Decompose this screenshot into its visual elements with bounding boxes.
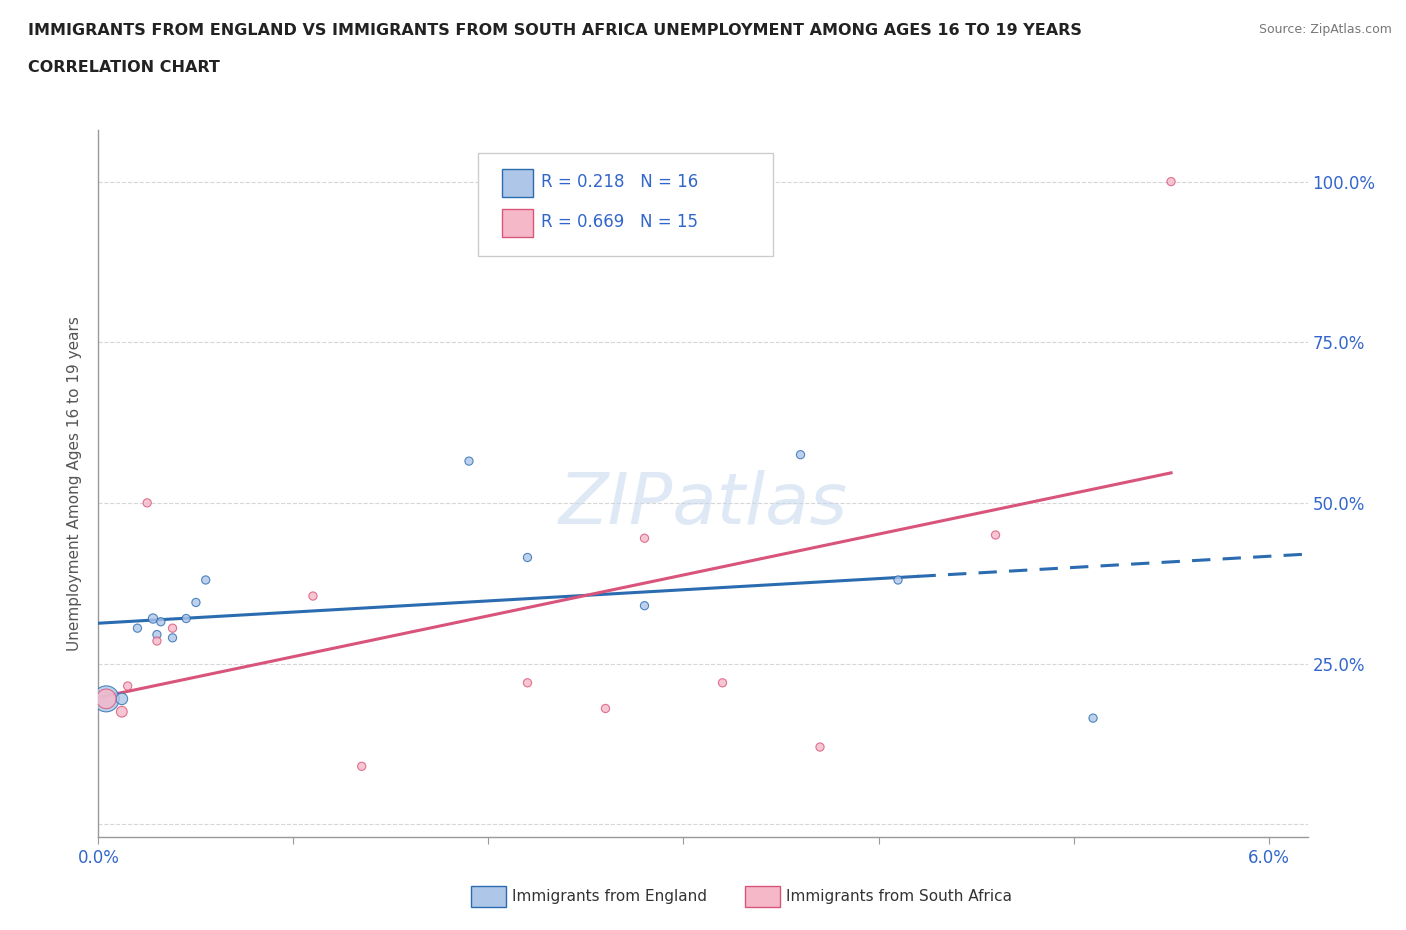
Point <box>162 631 184 645</box>
Point <box>1081 711 1104 725</box>
Point <box>111 704 134 719</box>
Point <box>633 531 655 546</box>
Point <box>162 620 184 635</box>
Text: Source: ZipAtlas.com: Source: ZipAtlas.com <box>1258 23 1392 36</box>
Point <box>1160 174 1182 189</box>
Point <box>142 611 165 626</box>
Point <box>117 679 139 694</box>
Point <box>302 589 325 604</box>
Text: IMMIGRANTS FROM ENGLAND VS IMMIGRANTS FROM SOUTH AFRICA UNEMPLOYMENT AMONG AGES : IMMIGRANTS FROM ENGLAND VS IMMIGRANTS FR… <box>28 23 1083 38</box>
Text: R = 0.669   N = 15: R = 0.669 N = 15 <box>541 213 699 232</box>
Point <box>808 739 831 754</box>
Point <box>146 627 169 642</box>
Point <box>350 759 373 774</box>
Point <box>887 573 910 588</box>
Point <box>633 598 655 613</box>
Point <box>516 550 538 565</box>
Text: Immigrants from England: Immigrants from England <box>512 889 707 904</box>
Point <box>127 620 149 635</box>
Text: CORRELATION CHART: CORRELATION CHART <box>28 60 219 75</box>
Y-axis label: Unemployment Among Ages 16 to 19 years: Unemployment Among Ages 16 to 19 years <box>67 316 83 651</box>
Point <box>111 691 134 706</box>
Point <box>146 633 169 648</box>
Text: Immigrants from South Africa: Immigrants from South Africa <box>786 889 1012 904</box>
Point <box>711 675 734 690</box>
Point <box>184 595 207 610</box>
Point <box>516 675 538 690</box>
Point <box>789 447 811 462</box>
Point <box>984 527 1007 542</box>
Text: ZIPatlas: ZIPatlas <box>558 471 848 539</box>
Point <box>136 496 159 511</box>
Text: R = 0.218   N = 16: R = 0.218 N = 16 <box>541 173 699 192</box>
Point <box>149 615 172 630</box>
Point <box>174 611 197 626</box>
Point <box>96 691 118 706</box>
Point <box>458 454 481 469</box>
Point <box>96 691 118 706</box>
Point <box>194 573 217 588</box>
Point <box>595 701 617 716</box>
